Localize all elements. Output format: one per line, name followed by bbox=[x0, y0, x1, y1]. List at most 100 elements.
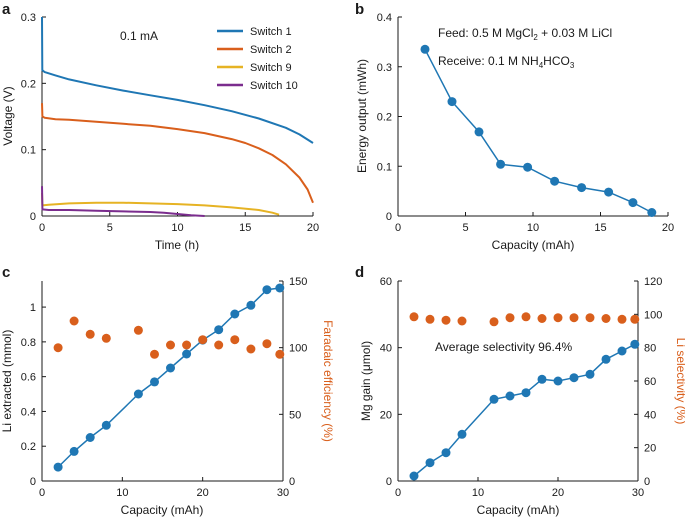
panel-letter-d: d bbox=[355, 264, 364, 281]
chart-c-ytick-label: 0.6 bbox=[21, 372, 36, 384]
chart-a-ytick-label: 0.1 bbox=[21, 145, 36, 157]
data-point-faradaic-efficiency bbox=[133, 325, 143, 335]
data-point-faradaic-efficiency bbox=[85, 329, 95, 339]
data-point-li-extracted bbox=[246, 300, 256, 310]
data-point-mg-gain bbox=[569, 373, 579, 383]
chart-a-xtick-label: 20 bbox=[307, 222, 319, 234]
chart-b-x-label: Capacity (mAh) bbox=[492, 238, 575, 252]
data-point-mg-gain bbox=[505, 391, 515, 401]
chart-d-annotation: Average selectivity 96.4% bbox=[435, 340, 573, 354]
data-point-li-selectivity bbox=[409, 312, 419, 322]
chart-d-xtick-label: 30 bbox=[632, 487, 644, 499]
chart-d-ytick-label: 40 bbox=[380, 343, 392, 355]
chart-d-y2tick-label: 60 bbox=[644, 376, 656, 388]
data-point-mg-gain bbox=[553, 376, 563, 386]
chart-d: 0 10 20 30 0 20 40 60 0 20 40 60 80 100 120 Average … bbox=[359, 276, 685, 517]
chart-b-ytick-label: 0.2 bbox=[377, 112, 392, 124]
chart-c-y-label: Li extracted (mmol) bbox=[0, 330, 14, 433]
series-line-switch-2 bbox=[41, 103, 314, 204]
data-point-faradaic-efficiency bbox=[182, 340, 192, 350]
chart-a-xtick-label: 5 bbox=[107, 222, 113, 234]
data-point-li-selectivity bbox=[521, 312, 531, 322]
data-point-mg-gain bbox=[537, 374, 547, 384]
data-point-mg-gain bbox=[489, 394, 499, 404]
chart-c: 0 10 20 30 0 0.2 0.4 0.6 0.8 1 0 50 100 150 Capacit… bbox=[0, 276, 335, 517]
data-point-li-extracted bbox=[53, 462, 63, 472]
data-point-mg-gain bbox=[585, 369, 595, 379]
chart-b-ytick-label: 0 bbox=[386, 211, 392, 223]
legend-label-switch-1: Switch 1 bbox=[250, 26, 292, 38]
series-line-energy-output bbox=[424, 48, 653, 214]
chart-d-y2tick-label: 0 bbox=[644, 476, 650, 488]
data-point-faradaic-efficiency bbox=[101, 333, 111, 343]
series-line-switch-9 bbox=[41, 192, 280, 216]
chart-d-y2tick-label: 40 bbox=[644, 409, 656, 421]
data-point-li-extracted bbox=[166, 363, 175, 373]
chart-a-y-label: Voltage (V) bbox=[1, 86, 15, 145]
data-point-energy-output bbox=[550, 176, 560, 186]
chart-b-annotation-feed: Feed: 0.5 M MgCl2 + 0.03 M LiCl bbox=[438, 26, 612, 42]
data-point-energy-output bbox=[628, 198, 638, 208]
data-point-li-selectivity bbox=[489, 317, 499, 327]
chart-b-ytick-label: 0.3 bbox=[377, 62, 392, 74]
chart-a-xtick-label: 10 bbox=[171, 222, 183, 234]
data-point-mg-gain bbox=[409, 471, 419, 481]
data-point-faradaic-efficiency bbox=[230, 335, 240, 345]
chart-c-xtick-label: 10 bbox=[116, 487, 128, 499]
chart-b-xtick-label: 5 bbox=[462, 222, 468, 234]
chart-d-ytick-label: 60 bbox=[380, 276, 392, 288]
data-point-li-selectivity bbox=[569, 313, 579, 323]
chart-c-xtick-label: 0 bbox=[39, 487, 45, 499]
chart-d-x-label: Capacity (mAh) bbox=[477, 503, 560, 517]
chart-c-y2tick-label: 0 bbox=[289, 476, 295, 488]
chart-d-ytick-label: 20 bbox=[380, 409, 392, 421]
chart-d-xtick-label: 0 bbox=[395, 487, 401, 499]
data-point-faradaic-efficiency bbox=[198, 335, 208, 345]
data-point-li-extracted bbox=[69, 446, 79, 456]
chart-a-annotation: 0.1 mA bbox=[120, 29, 158, 43]
data-point-li-selectivity bbox=[553, 313, 563, 323]
data-point-li-selectivity bbox=[585, 313, 595, 323]
chart-c-x-label: Capacity (mAh) bbox=[121, 503, 204, 517]
chart-d-y2tick-label: 100 bbox=[644, 309, 662, 321]
chart-c-xtick-label: 20 bbox=[197, 487, 209, 499]
chart-d-ytick-label: 0 bbox=[386, 476, 392, 488]
data-point-energy-output bbox=[474, 127, 484, 137]
chart-c-xtick-label: 30 bbox=[277, 487, 289, 499]
data-point-mg-gain bbox=[630, 339, 640, 349]
data-point-li-selectivity bbox=[425, 314, 435, 324]
chart-b-y-label: Energy output (mWh) bbox=[355, 59, 369, 173]
data-point-li-selectivity bbox=[505, 313, 515, 323]
data-point-energy-output bbox=[420, 44, 430, 54]
chart-b: 0 5 10 15 20 0 0.1 0.2 0.3 0.4 Feed: 0.5 M MgCl2… bbox=[355, 12, 674, 252]
chart-a-legend: Switch 1 Switch 2 Switch 9 Switch 10 bbox=[217, 26, 298, 92]
chart-c-ytick-label: 0.2 bbox=[21, 441, 36, 453]
data-point-energy-output bbox=[523, 162, 533, 172]
data-point-li-extracted bbox=[150, 377, 159, 387]
legend-label-switch-9: Switch 9 bbox=[250, 62, 292, 74]
chart-d-xtick-label: 20 bbox=[552, 487, 564, 499]
chart-b-xtick-label: 10 bbox=[527, 222, 539, 234]
data-point-faradaic-efficiency bbox=[150, 349, 159, 359]
data-point-li-extracted bbox=[262, 285, 272, 295]
chart-b-ytick-label: 0.1 bbox=[377, 161, 392, 173]
legend-label-switch-10: Switch 10 bbox=[250, 80, 298, 92]
data-point-energy-output bbox=[447, 97, 457, 107]
data-point-li-selectivity bbox=[537, 314, 547, 323]
panel-letter-b: b bbox=[355, 1, 364, 18]
data-point-energy-output bbox=[577, 183, 587, 193]
chart-a-xtick-label: 15 bbox=[239, 222, 251, 234]
chart-c-ytick-label: 0 bbox=[30, 476, 36, 488]
data-point-mg-gain bbox=[441, 448, 451, 458]
data-point-faradaic-efficiency bbox=[275, 349, 285, 359]
chart-c-ytick-label: 1 bbox=[30, 302, 36, 314]
chart-d-xtick-label: 10 bbox=[472, 487, 484, 499]
panel-letter-c: c bbox=[2, 264, 10, 281]
chart-d-y-label: Mg gain (μmol) bbox=[359, 341, 373, 421]
data-point-faradaic-efficiency bbox=[214, 340, 224, 350]
data-point-energy-output bbox=[604, 187, 614, 197]
data-point-li-extracted bbox=[101, 420, 111, 430]
data-point-mg-gain bbox=[521, 388, 531, 398]
chart-d-y2-label: Li selectivity (%) bbox=[674, 338, 685, 425]
data-point-li-extracted bbox=[85, 433, 95, 442]
